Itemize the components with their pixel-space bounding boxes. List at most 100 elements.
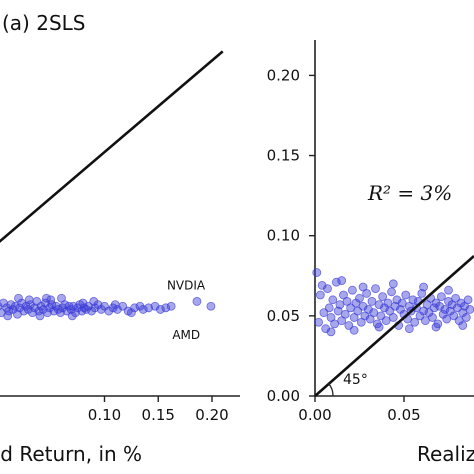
right-data-point [381,316,391,326]
right-data-point [333,306,343,316]
panel-a-title: (a) 2SLS [2,11,85,35]
right-data-point [328,295,338,305]
left-data-point [130,303,140,313]
right-data-point [349,325,359,335]
left-data-point [42,293,51,303]
right-data-point [330,319,339,329]
right-data-point [417,289,427,298]
right-data-point [378,292,388,302]
right-data-point [419,282,428,292]
left-reference-line [0,50,224,243]
right-data-point [369,308,379,318]
right-data-point [371,284,380,293]
right-data-point [458,321,468,330]
right-data-point [331,277,341,287]
left-scatter-points [0,293,216,321]
left-data-point [113,305,122,314]
right-y-tick-label: 0.15 [267,147,300,165]
right-y-ticks: 0.00 0.05 0.10 0.15 0.20 [267,66,315,405]
right-data-point [392,295,402,305]
left-data-point [35,311,45,321]
left-annotations: NVDIA AMD [167,278,206,342]
right-data-point [363,305,373,314]
right-scatter-points [312,268,474,337]
left-x-tick-label: 0.10 [88,406,121,424]
right-data-point [388,279,398,289]
left-data-point [126,308,136,318]
right-data-point [315,290,325,300]
right-reference-segment [314,255,474,397]
right-data-point [337,276,347,285]
right-data-point [374,322,384,332]
left-data-point [138,305,148,314]
left-data-point [3,311,13,321]
left-data-point [161,303,171,313]
right-data-point [428,313,437,322]
right-data-point [326,327,336,337]
right-data-point [408,295,418,305]
left-data-point [155,305,165,314]
left-data-point [71,308,80,318]
left-data-point [90,303,100,313]
right-data-point [317,280,327,290]
left-data-point [206,301,216,311]
right-data-point [312,268,322,277]
left-data-point [144,303,153,313]
right-data-point [410,317,420,327]
left-data-point [166,301,176,311]
left-data-point [67,311,77,321]
right-y-tick-label: 0.05 [267,307,300,325]
right-data-point [440,305,450,314]
right-data-point [465,305,474,314]
right-data-point [463,295,473,305]
left-data-point [14,293,23,303]
right-data-point [358,301,368,311]
right-x-ticks: 0.00 0.05 [298,396,421,424]
right-chart: 0.00 0.05 0.10 0.15 0.20 0.00 0.05 R² = 3% 45… [267,40,474,466]
right-x-tick-label: 0.05 [387,406,420,424]
left-data-point [150,301,160,311]
left-data-point [24,295,34,305]
left-data-point [56,308,65,318]
right-data-point [387,287,396,297]
left-x-tick-label: 0.15 [142,406,175,424]
left-data-point [110,300,120,310]
left-data-point [87,306,96,316]
angle-label: 45° [343,372,368,388]
right-data-point [444,285,453,295]
left-data-point [192,297,202,306]
left-x-tick-label: 0.20 [195,406,228,424]
left-annotation-label: AMD [172,328,200,342]
left-data-point [135,301,145,311]
right-data-point [367,297,377,306]
right-reference-line [314,255,474,397]
right-data-point [340,309,350,319]
right-data-point [429,303,439,313]
right-data-point [374,300,384,310]
right-data-point [390,301,400,311]
right-data-point [401,290,411,300]
right-data-point [355,293,364,303]
right-data-point [324,303,334,313]
left-annotation-label: NVDIA [167,278,206,292]
left-data-point [78,298,88,308]
right-y-tick-label: 0.00 [267,387,300,405]
right-data-point [461,313,471,322]
left-x-ticks: 0.10 0.15 0.20 [88,396,229,424]
r-squared-annotation: R² = 3% [367,181,452,205]
left-data-point [89,297,99,306]
right-x-tick-label: 0.00 [298,406,331,424]
left-data-point [43,308,52,318]
right-data-point [358,282,368,292]
right-data-point [314,317,323,327]
angle-arc [327,382,334,397]
right-x-axis-label: Realize [417,442,474,466]
right-data-point [420,316,430,326]
right-y-tick-label: 0.10 [267,227,300,245]
left-x-axis-label: ed Return, in % [0,442,142,466]
left-reference-segment [0,50,224,243]
right-data-point [347,285,357,295]
right-data-point [323,284,332,293]
right-data-point [435,301,445,311]
